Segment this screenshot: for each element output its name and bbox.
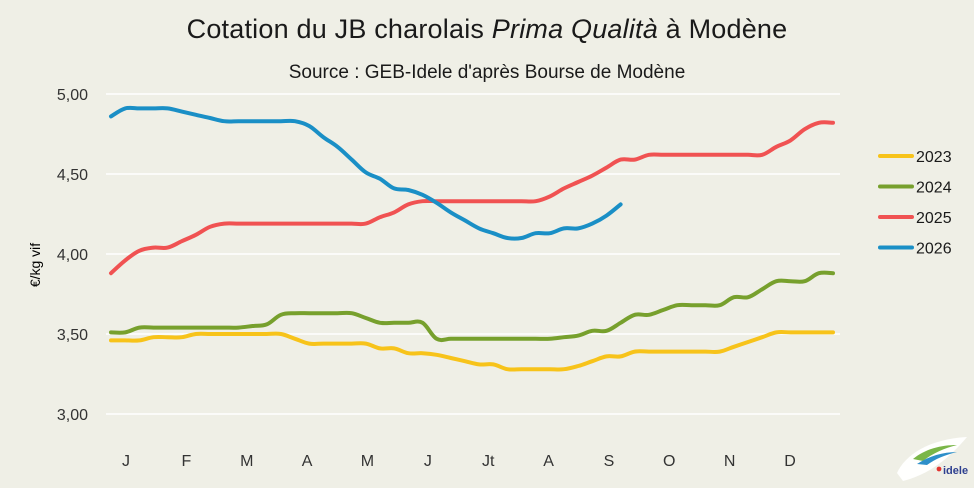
- svg-text:idele: idele: [943, 465, 968, 477]
- x-tick-label: A: [543, 453, 554, 470]
- series-line-2025: [109, 120, 835, 276]
- y-tick-label: 4,50: [57, 167, 88, 184]
- y-tick-label: 3,00: [57, 407, 88, 424]
- chart-subtitle: Source : GEB-Idele d'après Bourse de Mod…: [288, 62, 686, 83]
- x-tick-label: J: [424, 453, 432, 470]
- y-tick-label: 4,00: [57, 247, 88, 264]
- idele-logo: idele: [895, 433, 971, 483]
- chart-title: Cotation du JB charolais Prima Qualità à…: [0, 14, 974, 45]
- grid-lines: [106, 93, 840, 415]
- title-part-3: à Modène: [657, 14, 788, 44]
- x-tick-label: A: [302, 453, 313, 470]
- series-line-2026: [109, 105, 623, 241]
- x-tick-label: M: [240, 453, 253, 470]
- y-tick-labels: 3,00 3,50 4,00 4,50 5,00: [57, 87, 88, 424]
- series-line-2024: [109, 270, 835, 343]
- series-line-2023: [109, 330, 835, 372]
- y-tick-label: 5,00: [57, 87, 88, 104]
- x-tick-label: D: [784, 453, 796, 470]
- legend-label-2023: 2023: [916, 149, 952, 166]
- x-tick-label: J: [122, 453, 130, 470]
- series-lines: [109, 105, 835, 372]
- x-tick-label: O: [663, 453, 675, 470]
- legend-label-2024: 2024: [916, 180, 952, 197]
- title-part-italic: Prima Qualità: [491, 14, 658, 44]
- title-part-1: Cotation du JB charolais: [186, 14, 492, 44]
- legend: 2023 2024 2025 2026: [878, 149, 952, 258]
- legend-label-2025: 2025: [916, 210, 952, 227]
- x-tick-label: Jt: [482, 453, 495, 470]
- x-tick-label: S: [604, 453, 615, 470]
- legend-label-2026: 2026: [916, 241, 952, 258]
- y-axis-label: €/kg vif: [27, 243, 43, 287]
- x-tick-label: F: [181, 453, 191, 470]
- x-tick-label: N: [724, 453, 736, 470]
- x-tick-label: M: [361, 453, 374, 470]
- y-tick-label: 3,50: [57, 327, 88, 344]
- x-tick-labels: J F M A M J Jt A S O N D: [122, 453, 796, 470]
